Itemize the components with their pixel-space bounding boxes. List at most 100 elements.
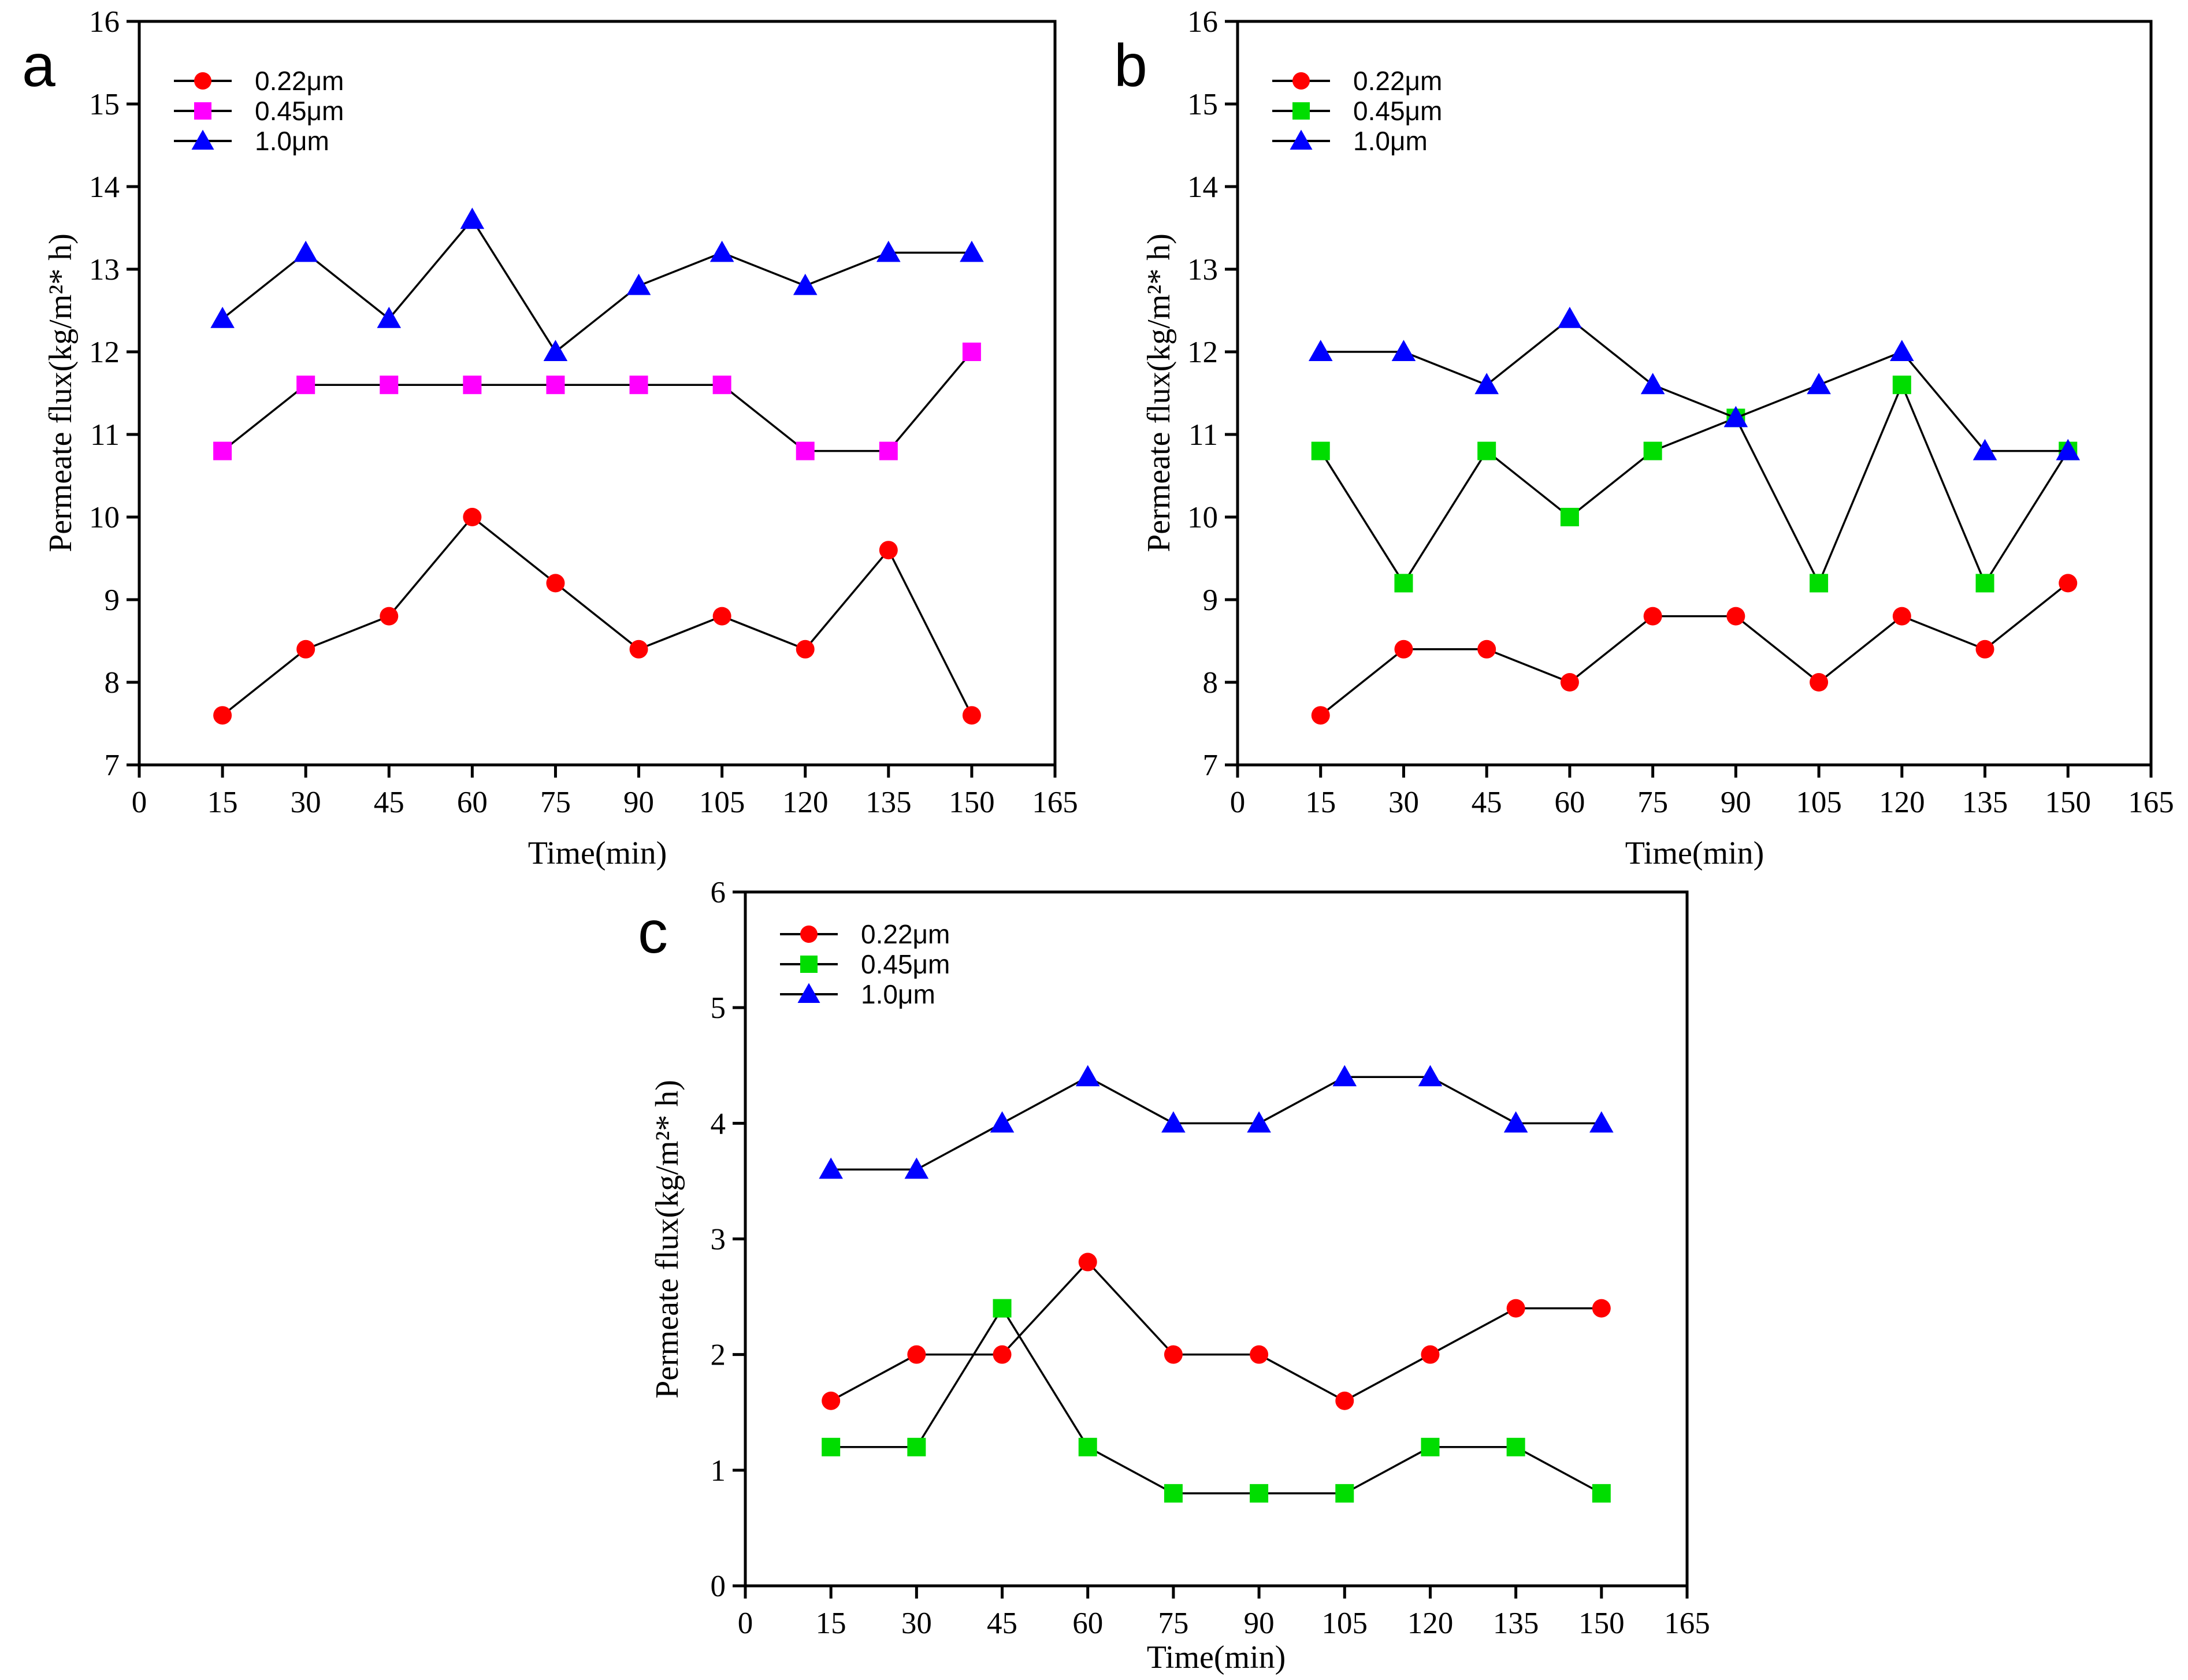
chart-svg-b: 7 8 9 10 11 12 13 14 15 16 0 15 30 45 60 75 90 105 120 135 1… [1187, 5, 2174, 819]
marker-square [1250, 1484, 1269, 1503]
legend-entry: 0.22μm [780, 919, 950, 949]
y-tick-label: 0 [711, 1570, 726, 1603]
marker-triangle [819, 1157, 843, 1179]
x-tick-label: 135 [865, 786, 912, 819]
marker-square [1311, 441, 1330, 460]
x-tick-label: 0 [132, 786, 147, 819]
marker-triangle [1308, 340, 1333, 361]
marker-square [962, 343, 981, 361]
marker-square [1477, 441, 1496, 460]
series-line-0.22μm [222, 515, 973, 716]
marker-circle [1726, 607, 1745, 626]
marker-triangle [1723, 406, 1748, 428]
marker-square [1810, 574, 1829, 593]
marker-triangle [990, 1111, 1015, 1133]
marker-square [1292, 102, 1310, 120]
series-markers-1.0μm [210, 207, 984, 361]
x-tick-label: 45 [1472, 786, 1502, 819]
chart-panel-a: 7 8 9 10 11 12 13 14 15 16 0 15 30 45 60 75 90 105 120 135 1… [0, 0, 1098, 904]
marker-triangle [1890, 340, 1914, 361]
x-tick-label: 60 [1072, 1607, 1103, 1640]
legend-label: 0.22μm [1353, 66, 1442, 96]
marker-square [800, 956, 818, 973]
marker-triangle [191, 129, 214, 150]
series-line-0.45μm [831, 1306, 1602, 1495]
y-tick-label: 16 [89, 5, 120, 39]
marker-triangle [294, 240, 318, 262]
marker-triangle [460, 207, 485, 229]
marker-triangle [2056, 438, 2081, 460]
marker-triangle [210, 307, 235, 328]
marker-circle [1592, 1299, 1611, 1318]
marker-circle [962, 706, 981, 725]
marker-triangle [1807, 373, 1831, 395]
series-line-1.0μm [222, 218, 972, 354]
marker-triangle [1589, 1111, 1614, 1133]
x-tick-label: 165 [1032, 786, 1078, 819]
legend-entry: 0.45μm [1272, 96, 1442, 126]
x-tick-label: 45 [987, 1607, 1017, 1640]
y-tick-label: 7 [105, 749, 120, 782]
marker-circle [546, 574, 565, 593]
y-tick-label: 9 [1203, 583, 1219, 617]
x-tick-label: 75 [1637, 786, 1668, 819]
x-tick-label: 30 [1388, 786, 1419, 819]
marker-circle [822, 1391, 841, 1410]
marker-triangle [1503, 1111, 1528, 1133]
marker-square [463, 376, 482, 395]
chart-panel-c: 0 1 2 3 4 5 6 0 15 30 45 60 75 90 105 120 135 150 165 0.22μ… [546, 849, 1730, 1680]
marker-triangle [1161, 1111, 1186, 1133]
marker-square [1421, 1437, 1440, 1456]
x-tick-label: 15 [816, 1607, 846, 1640]
marker-square [993, 1299, 1012, 1318]
y-tick-label: 7 [1203, 749, 1219, 782]
x-tick-label: 0 [738, 1607, 753, 1640]
marker-circle [1250, 1345, 1269, 1364]
marker-circle [296, 640, 315, 659]
chart-panel-b: 7 8 9 10 11 12 13 14 15 16 0 15 30 45 60 75 90 105 120 135 1… [1092, 0, 2188, 904]
marker-square [296, 376, 315, 395]
marker-circle [1506, 1299, 1525, 1318]
marker-triangle [1247, 1111, 1271, 1133]
x-tick-label: 135 [1493, 1607, 1539, 1640]
marker-circle [1292, 72, 1310, 90]
marker-square [1164, 1484, 1183, 1503]
series-line-1.0μm [1320, 317, 2068, 452]
legend-label: 0.45μm [255, 96, 344, 126]
marker-square [1975, 574, 1994, 593]
marker-square [1643, 441, 1662, 460]
y-tick-label: 13 [89, 253, 120, 287]
x-tick-label: 60 [1554, 786, 1585, 819]
legend-entry: 1.0μm [1272, 126, 1428, 156]
marker-square [907, 1437, 926, 1456]
marker-triangle [1418, 1065, 1443, 1087]
marker-square [1335, 1484, 1354, 1503]
marker-triangle [626, 273, 651, 295]
y-tick-label: 4 [711, 1107, 726, 1140]
x-tick-label: 0 [1230, 786, 1246, 819]
marker-triangle [904, 1157, 929, 1179]
legend-entry: 0.22μm [1272, 66, 1442, 96]
marker-triangle [1391, 340, 1416, 361]
y-tick-label: 1 [711, 1454, 726, 1488]
x-axis-label-b: Time(min) [1625, 835, 1764, 871]
marker-square [879, 441, 898, 460]
x-tick-label: 150 [949, 786, 995, 819]
marker-square [1592, 1484, 1611, 1503]
y-tick-label: 5 [711, 991, 726, 1025]
marker-circle [712, 607, 731, 626]
x-tick-label: 15 [207, 786, 238, 819]
series-line-0.22μm [1320, 582, 2069, 716]
x-tick-label: 165 [2128, 786, 2174, 819]
series-markers-0.45μm [213, 343, 981, 460]
y-tick-label: 11 [1188, 418, 1218, 452]
series-markers-1.0μm [1308, 307, 2081, 460]
marker-square [1560, 508, 1579, 526]
x-tick-label: 30 [291, 786, 321, 819]
marker-triangle [1332, 1065, 1357, 1087]
marker-square [629, 376, 648, 395]
y-tick-label: 8 [105, 666, 120, 700]
x-tick-label: 165 [1664, 1607, 1710, 1640]
marker-circle [1421, 1345, 1440, 1364]
x-tick-label: 105 [1322, 1607, 1368, 1640]
